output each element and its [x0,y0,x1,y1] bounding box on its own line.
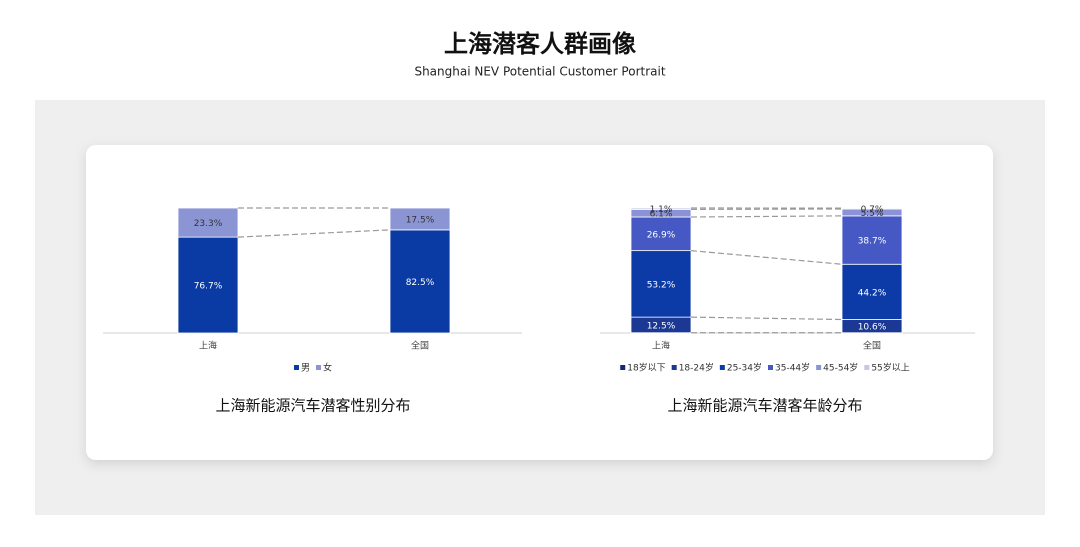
chart-caption: 上海新能源汽车潜客性别分布 [215,397,410,415]
value-label: 53.2% [647,280,676,290]
value-label: 12.5% [647,321,676,331]
value-label: 44.2% [858,288,887,298]
x-tick-label: 全国 [863,340,881,352]
value-label: 76.7% [194,282,223,292]
legend-swatch [671,365,677,370]
page-subtitle: Shanghai NEV Potential Customer Portrait [414,65,665,79]
value-label: 17.5% [406,215,435,225]
legend-swatch [864,365,870,370]
page-title: 上海潜客人群画像 [444,30,637,58]
x-tick-label: 上海 [652,340,670,352]
value-label: 6.1% [650,210,673,220]
bar-segment [630,216,692,252]
legend-swatch [816,365,822,370]
legend: 男女 [293,362,332,374]
legend-swatch [620,365,626,370]
legend-label: 18-24岁 [679,362,714,374]
legend-swatch [719,365,725,370]
legend-swatch [293,365,299,370]
bar-segment [389,229,451,334]
bar-segment [389,207,451,231]
legend-label: 男 [301,363,310,374]
connector [690,316,843,321]
legend-label: 25-34岁 [727,362,762,374]
bar-segment [841,215,903,265]
value-label: 23.3% [194,219,223,229]
legend-label: 女 [323,362,332,374]
legend: 18岁以下 18-24岁 25-34岁 35-44岁 45-54岁 55岁以上 [620,362,910,374]
bar-segment [841,207,903,210]
chart-caption: 上海新能源汽车潜客年龄分布 [667,397,862,415]
value-label: 5.5% [861,209,884,219]
value-label: 26.9% [647,230,676,240]
legend-label: 18岁以下 [627,362,665,374]
legend-swatch [768,365,773,370]
connector [237,229,391,238]
bar-segment [177,236,239,334]
connector [690,250,843,265]
value-label: 0.2% [650,329,673,339]
bar-segment [177,207,239,238]
x-tick-label: 上海 [199,340,217,352]
card [86,145,993,460]
bar-segment [630,207,692,210]
legend-label: 55岁以上 [871,362,909,374]
value-label: 38.7% [858,237,887,247]
connector [690,215,843,218]
bar-segment [841,263,903,320]
bar-segment [630,250,692,318]
legend-swatch [316,365,321,370]
value-label: 0.7% [861,205,884,215]
legend-label: 35-44岁 [775,362,810,374]
value-label: 1.1% [650,205,673,215]
x-tick-label: 全国 [411,340,429,352]
legend-label: 45-54岁 [823,362,858,374]
value-label: 10.6% [858,323,887,333]
value-label: 82.5% [406,278,435,288]
value-label: 0.2% [861,329,884,339]
